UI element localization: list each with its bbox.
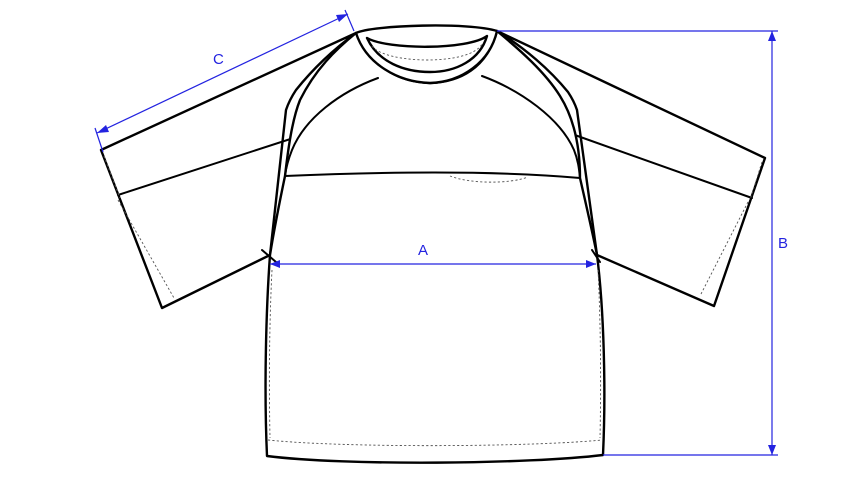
right-raglan-seam [481,75,581,179]
collar-inner [365,34,489,74]
left-side-stitch [268,269,273,439]
yoke-seam [284,171,581,179]
collar-stitch [371,43,483,61]
left-sleeve-stitch [117,199,175,299]
hem-stitch [267,439,603,447]
right-underarm-mark [591,249,601,263]
right-side-stitch [597,269,602,439]
left-sleeve-band-seam [117,131,313,196]
left-raglan-seam [284,77,379,177]
left-sleeve [99,31,358,310]
right-sleeve-band-seam [571,133,753,199]
dimension-a-label: A [418,242,429,259]
dimension-c [94,9,355,153]
right-sleeve [495,29,767,308]
dimension-b-label: B [778,235,789,252]
left-underarm-mark [261,249,277,263]
left-sleeve-band-stitch [103,155,121,199]
pocket-opening [449,175,529,183]
dimension-c-label: C [213,51,224,68]
dimension-b [497,30,778,456]
shirt-body [264,29,606,464]
dimension-a [270,260,596,268]
